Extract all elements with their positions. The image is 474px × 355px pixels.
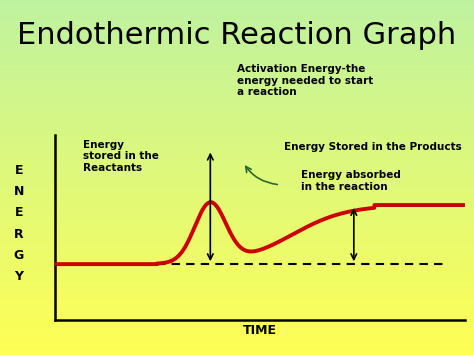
Text: Activation Energy-the
energy needed to start
a reaction: Activation Energy-the energy needed to s… xyxy=(237,64,373,97)
Text: N: N xyxy=(14,185,24,198)
Text: G: G xyxy=(14,249,24,262)
Text: E: E xyxy=(15,207,23,219)
Text: R: R xyxy=(14,228,24,241)
Text: Y: Y xyxy=(15,271,23,283)
Text: Energy absorbed
in the reaction: Energy absorbed in the reaction xyxy=(301,170,401,192)
Text: Energy
stored in the
Reactants: Energy stored in the Reactants xyxy=(83,140,159,173)
Text: Energy Stored in the Products: Energy Stored in the Products xyxy=(284,142,462,152)
Text: E: E xyxy=(15,164,23,177)
Text: Endothermic Reaction Graph: Endothermic Reaction Graph xyxy=(18,21,456,50)
X-axis label: TIME: TIME xyxy=(243,324,276,337)
